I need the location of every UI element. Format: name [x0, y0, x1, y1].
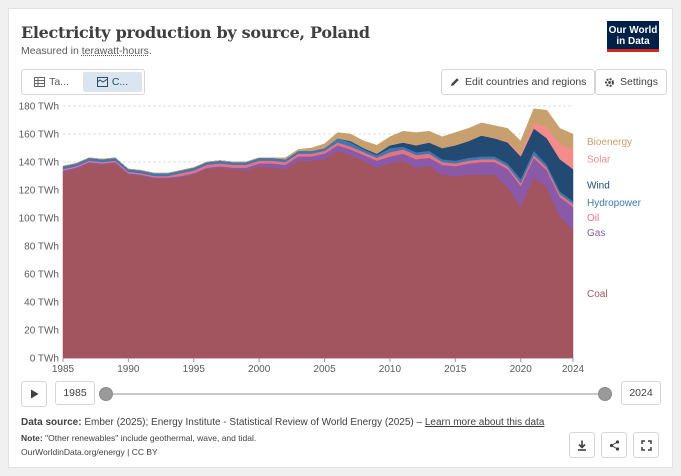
note-label: Note: [21, 433, 43, 443]
series-label-bioenergy[interactable]: Bioenergy [587, 137, 632, 148]
view-tabs: Ta... C... [21, 69, 145, 95]
expand-icon [640, 439, 652, 451]
x-tick-label: 2005 [313, 364, 336, 375]
logo-accent-bar [607, 49, 659, 52]
source-label: Data source: [21, 417, 82, 428]
x-tick-label: 2015 [444, 364, 467, 375]
settings-label: Settings [620, 76, 658, 88]
edit-countries-button[interactable]: Edit countries and regions [441, 69, 596, 95]
tab-table[interactable]: Ta... [22, 70, 81, 94]
share-button[interactable] [601, 432, 627, 458]
play-button[interactable] [21, 381, 47, 407]
series-label-wind[interactable]: Wind [587, 181, 610, 192]
y-tick-label: 20 TWh [24, 326, 59, 337]
series-label-coal[interactable]: Coal [587, 289, 608, 300]
tab-table-label: Ta... [49, 76, 69, 88]
y-tick-label: 60 TWh [24, 270, 59, 281]
play-icon [30, 389, 38, 399]
x-tick-label: 1995 [183, 364, 206, 375]
x-axis-tick-labels: 1985 1990 1995 2000 2005 2010 2015 2020 2024 [52, 358, 585, 375]
y-tick-label: 80 TWh [24, 242, 59, 253]
start-year-handle[interactable] [99, 387, 113, 401]
series-label-gas[interactable]: Gas [587, 228, 605, 239]
start-year-box[interactable]: 1985 [55, 381, 95, 405]
chart-title: Electricity production by source, Poland [21, 23, 370, 42]
series-label-oil[interactable]: Oil [587, 213, 599, 224]
subtitle-suffix: . [148, 45, 152, 57]
chart-url: OurWorldinData.org/energy | CC BY [21, 447, 158, 457]
chart-card: Electricity production by source, Poland… [8, 8, 673, 468]
end-year-handle[interactable] [598, 387, 612, 401]
note-text: "Other renewables" include geothermal, w… [42, 433, 257, 443]
y-tick-label: 180 TWh [19, 102, 59, 113]
share-icon [609, 439, 619, 451]
data-source: Data source: Ember (2025); Energy Instit… [21, 417, 544, 428]
stacked-area-chart: 0 TWh 20 TWh 40 TWh 60 TWh 80 TWh 100 TWh 120 … [19, 102, 642, 376]
chart-subtitle: Measured in terawatt-hours. [21, 45, 152, 57]
download-icon [578, 440, 586, 451]
tab-chart[interactable]: C... [83, 72, 142, 92]
area-series [62, 108, 574, 359]
tab-chart-label: C... [111, 76, 129, 88]
owid-logo[interactable]: Our World in Data [607, 21, 659, 52]
pencil-icon [451, 78, 459, 86]
fullscreen-button[interactable] [633, 432, 659, 458]
x-tick-label: 1990 [117, 364, 140, 375]
settings-button[interactable]: Settings [595, 69, 667, 95]
series-label-hydropower[interactable]: Hydropower [587, 198, 642, 209]
download-button[interactable] [569, 432, 595, 458]
area-bioenergy[interactable] [62, 108, 574, 174]
y-tick-label: 140 TWh [19, 158, 59, 169]
area-chart-icon [96, 77, 108, 87]
x-tick-label: 2024 [562, 364, 585, 375]
y-tick-label: 100 TWh [19, 214, 59, 225]
series-label-solar[interactable]: Solar [587, 155, 611, 166]
x-tick-label: 2020 [510, 364, 533, 375]
series-labels: Bioenergy Solar Wind Hydropower Oil Gas Coal [587, 137, 642, 300]
y-tick-label: 40 TWh [24, 298, 59, 309]
logo-line2: in Data [616, 36, 650, 47]
edit-countries-label: Edit countries and regions [465, 76, 587, 88]
area-coal[interactable] [62, 150, 574, 359]
y-tick-label: 0 TWh [30, 354, 59, 365]
end-year-box[interactable]: 2024 [621, 381, 661, 405]
subtitle-prefix: Measured in [21, 45, 82, 57]
timeline-track[interactable] [106, 393, 604, 395]
logo-line1: Our World [608, 25, 658, 36]
y-axis-tick-labels: 0 TWh 20 TWh 40 TWh 60 TWh 80 TWh 100 TWh 120 … [19, 102, 59, 365]
source-text: Ember (2025); Energy Institute - Statist… [81, 417, 425, 428]
learn-more-link[interactable]: Learn more about this data [424, 417, 545, 428]
x-tick-label: 2010 [379, 364, 402, 375]
unit-link[interactable]: terawatt-hours [81, 45, 149, 57]
gear-icon [605, 77, 614, 87]
x-tick-label: 1985 [52, 364, 75, 375]
y-tick-label: 160 TWh [19, 130, 59, 141]
chart-note: Note: "Other renewables" include geother… [21, 433, 256, 443]
x-tick-label: 2000 [248, 364, 271, 375]
table-icon [34, 77, 46, 87]
y-tick-label: 120 TWh [19, 186, 59, 197]
